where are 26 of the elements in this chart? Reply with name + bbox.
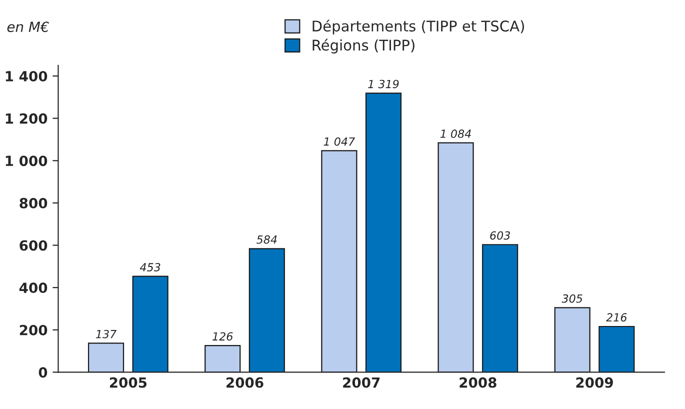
legend-label: Départements (TIPP et TSCA) xyxy=(312,20,524,34)
y-tick-label: 200 xyxy=(20,324,48,336)
data-label: 305 xyxy=(562,294,582,303)
y-tick-label: 400 xyxy=(19,282,48,294)
x-tick-label: 2007 xyxy=(343,377,380,388)
data-label: 1 047 xyxy=(324,137,355,146)
x-tick-label: 2005 xyxy=(110,377,147,388)
data-label: 603 xyxy=(490,231,510,240)
legend-label: Régions (TIPP) xyxy=(312,38,414,54)
x-tick-label: 2008 xyxy=(460,377,496,388)
data-label: 453 xyxy=(140,263,160,272)
y-axis-title: en M€ xyxy=(7,22,49,32)
y-tick-label: 0 xyxy=(38,367,48,378)
x-tick-label: 2009 xyxy=(576,377,613,388)
y-tick-label: 1 400 xyxy=(6,70,48,82)
y-tick-label: 800 xyxy=(20,198,48,208)
data-label: 1 319 xyxy=(368,80,399,88)
data-label: 1 084 xyxy=(440,130,471,138)
data-label: 584 xyxy=(256,235,277,244)
data-label: 126 xyxy=(212,332,233,341)
data-label: 137 xyxy=(96,330,117,338)
y-tick-label: 1 000 xyxy=(6,156,48,166)
y-tick-label: 600 xyxy=(20,240,48,251)
data-label: 216 xyxy=(606,313,627,322)
x-tick-label: 2006 xyxy=(226,377,264,388)
y-tick-label: 1 200 xyxy=(6,113,48,124)
